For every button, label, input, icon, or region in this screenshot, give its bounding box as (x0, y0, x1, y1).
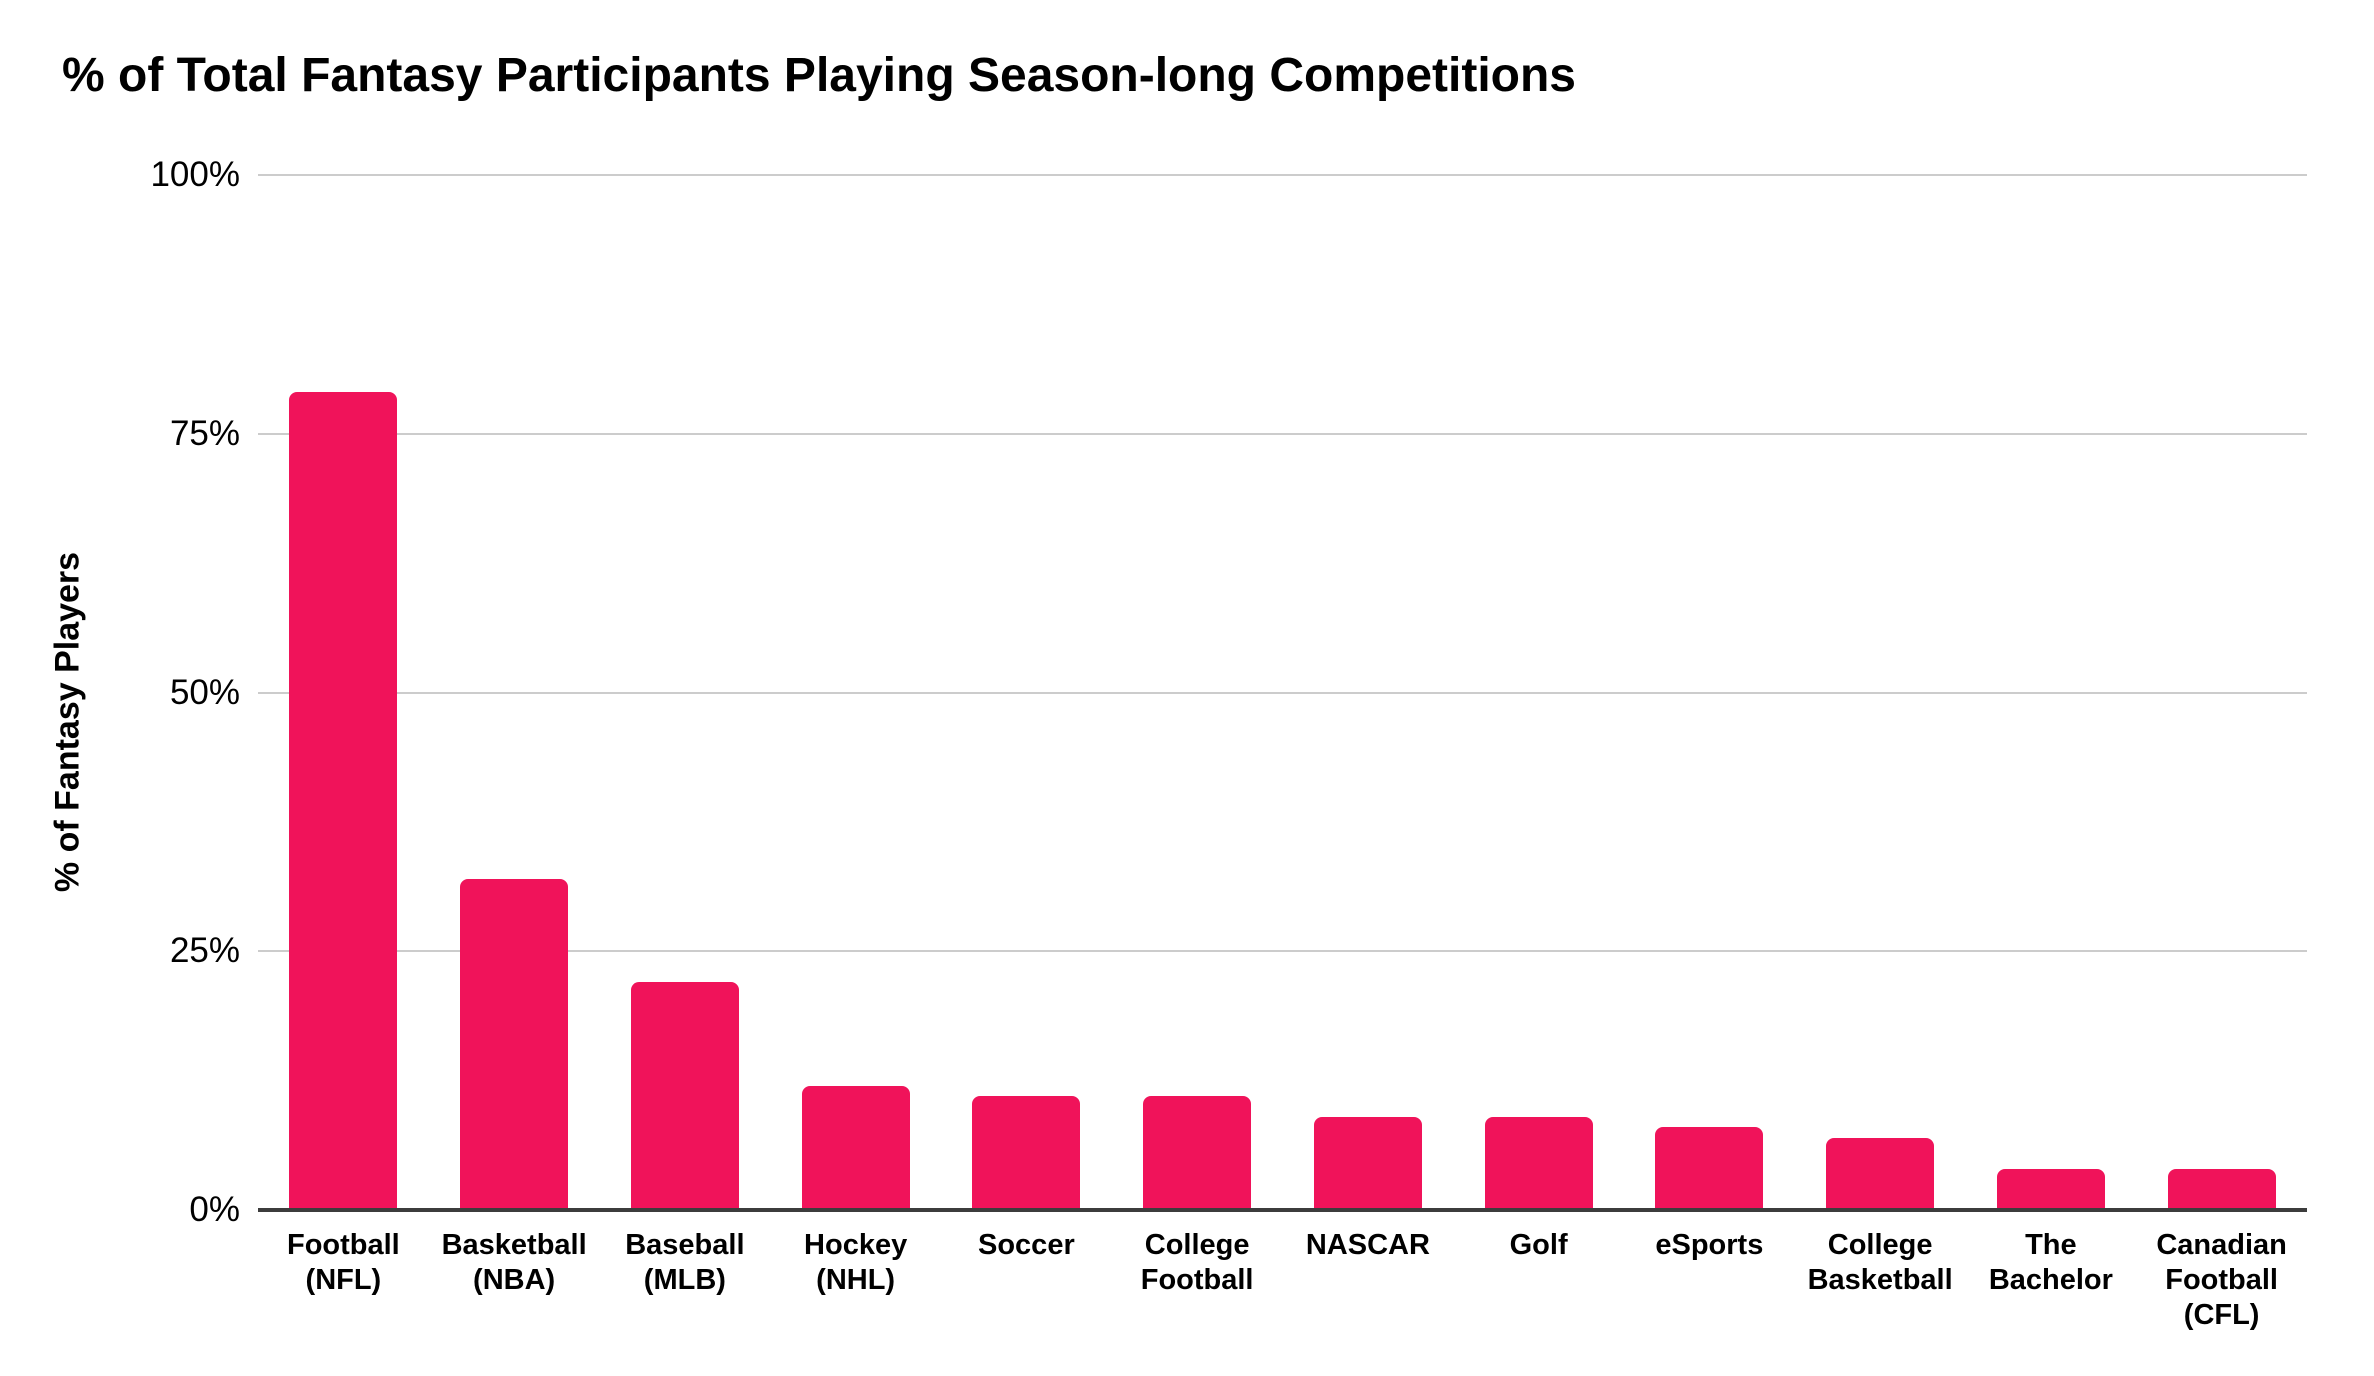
x-label-the-bachelor: The Bachelor (1988, 1229, 2113, 1296)
bar-slot-6 (1112, 175, 1283, 1210)
x-label-basketball-nba: Basketball (NBA) (441, 1229, 587, 1296)
bar-slot-1 (258, 175, 429, 1210)
bar-baseball-mlb (630, 982, 739, 1210)
bar-college-football (1143, 1096, 1252, 1210)
x-label-golf: Golf (1509, 1229, 1568, 1261)
x-label-nascar: NASCAR (1305, 1229, 1430, 1261)
gridline-50 (258, 691, 2307, 694)
bar-slot-7 (1283, 175, 1454, 1210)
bar-college-basketball (1826, 1137, 1935, 1210)
gridline-75 (258, 432, 2307, 435)
x-axis-labels-layer: Football (NFL) Basketball (NBA) Baseball (… (258, 1228, 2307, 1333)
bar-hockey-nhl (801, 1085, 910, 1210)
bar-football-nfl (289, 392, 398, 1210)
bar-slot-2 (429, 175, 600, 1210)
bar-the-bachelor (1996, 1168, 2105, 1210)
bar-esports (1655, 1127, 1764, 1210)
x-label-canadian-football-cfl: Canadian Football (CFL) (2156, 1229, 2287, 1331)
x-label-football-nfl: Football (NFL) (286, 1229, 400, 1296)
bar-slot-5 (941, 175, 1112, 1210)
bar-slot-8 (1453, 175, 1624, 1210)
y-tick-label-0: 0% (189, 1190, 240, 1229)
y-tick-label-100: 100% (150, 155, 240, 194)
y-axis-title: % of Fantasy Players (48, 551, 87, 893)
bar-slot-10 (1795, 175, 1966, 1210)
bars-layer (258, 175, 2307, 1210)
gridline-25 (258, 950, 2307, 953)
bar-slot-4 (770, 175, 941, 1210)
y-tick-label-50: 50% (169, 672, 240, 712)
x-label-hockey-nhl: Hockey (NHL) (804, 1229, 908, 1296)
x-label-esports: eSports (1655, 1229, 1764, 1261)
bar-slot-12 (2136, 175, 2307, 1210)
bar-slot-11 (1966, 175, 2137, 1210)
x-label-soccer: Soccer (978, 1229, 1075, 1261)
bar-slot-3 (600, 175, 771, 1210)
y-tick-label-75: 75% (169, 413, 240, 453)
y-tick-label-25: 25% (169, 931, 240, 971)
gridline-100 (258, 174, 2307, 176)
chart-title: % of Total Fantasy Participants Playing … (62, 49, 1576, 102)
x-label-college-football: College Football (1140, 1229, 1254, 1296)
x-label-baseball-mlb: Baseball (MLB) (625, 1229, 745, 1296)
bar-basketball-nba (460, 878, 569, 1210)
bar-soccer (972, 1096, 1081, 1210)
bar-golf (1484, 1116, 1593, 1210)
x-label-college-basketball: College Basketball (1807, 1229, 1953, 1296)
bar-nascar (1313, 1116, 1422, 1210)
bar-canadian-football-cfl (2167, 1168, 2276, 1210)
x-axis-line (258, 1208, 2307, 1212)
plot-area: 100% 75% 50% 25% 0% Football (NFL) Basketball… (150, 155, 2307, 1331)
bar-slot-9 (1624, 175, 1795, 1210)
